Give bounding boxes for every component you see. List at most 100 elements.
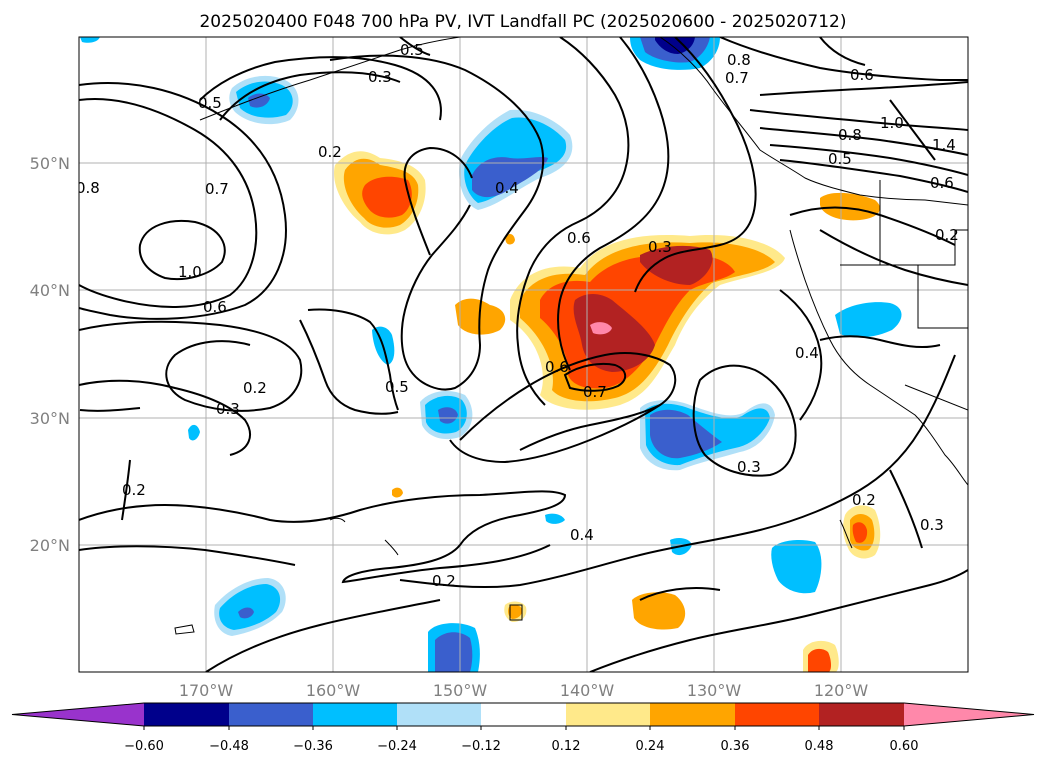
contour-label: 0.3 [216, 400, 240, 418]
contour-label: 1.0 [880, 114, 904, 132]
contour-label: 0.8 [76, 179, 100, 197]
contour-label: 0.7 [205, 180, 229, 198]
map-frame [78, 36, 969, 673]
colorbar-bin [735, 703, 819, 726]
positive-anomaly-region-e1c [852, 522, 868, 543]
colorbar-bin [144, 703, 229, 726]
lon-label: 160°W [306, 681, 361, 700]
pv-contours [79, 37, 968, 672]
lon-label: 140°W [560, 681, 615, 700]
negative-anomaly-region-s11 [188, 424, 200, 441]
positive-anomaly-region-048b [640, 245, 713, 285]
contour-label: 0.6 [930, 174, 954, 192]
contour-label: 0.2 [318, 143, 342, 161]
colorbar-extend-min [12, 703, 144, 726]
positive-anomaly-region-e2b [808, 648, 831, 672]
lat-label: 20°N [30, 536, 70, 555]
contour-label: 0.6 [545, 358, 569, 376]
contour-label: 0.3 [648, 238, 672, 256]
latitude-labels: 50°N 40°N 30°N 20°N [30, 154, 70, 555]
shaded-regions [80, 37, 902, 672]
colorbar-bin [819, 703, 904, 726]
positive-anomaly-region-060 [590, 322, 612, 335]
contour-label: 0.4 [570, 526, 594, 544]
contour-label: 0.4 [495, 179, 519, 197]
colorbar: −0.60 −0.48 −0.36 −0.24 −0.12 0.12 0.24 … [11, 702, 1035, 754]
contour-label: 0.8 [727, 51, 751, 69]
lon-label: 120°W [814, 681, 869, 700]
contour-label: 0.6 [203, 298, 227, 316]
map-panel: 0.5 0.3 0.5 0.2 0.7 0.8 1.0 0.6 0.2 0.3 … [76, 36, 969, 673]
negative-anomaly-region-s4c [438, 407, 458, 424]
colorbar-tick-label: −0.48 [209, 739, 249, 754]
positive-anomaly-region-e5 [505, 234, 515, 245]
lon-label: 170°W [179, 681, 234, 700]
colorbar-bin [229, 703, 313, 726]
colorbar-tick-label: 0.60 [890, 739, 919, 754]
contour-label: 0.4 [795, 344, 819, 362]
colorbar-bin [481, 703, 566, 726]
negative-anomaly-region-s13 [80, 37, 100, 43]
negative-anomaly-region-topc [655, 37, 695, 54]
contour-label: 0.5 [828, 150, 852, 168]
colorbar-extend-max [904, 703, 1034, 726]
colorbar-bin [566, 703, 650, 726]
colorbar-bin [650, 703, 735, 726]
colorbar-bin [397, 703, 481, 726]
colorbar-tick-label: 0.12 [552, 739, 581, 754]
positive-anomaly-region-s2 [632, 592, 686, 630]
contour-label: 0.2 [432, 572, 456, 590]
coastlines [174, 37, 968, 635]
colorbar-tick-label: 0.36 [721, 739, 750, 754]
contour-label: 0.2 [935, 226, 959, 244]
colorbar-tick-label: 0.24 [636, 739, 665, 754]
negative-anomaly-region-s6c [238, 607, 254, 619]
contour-label: 0.5 [198, 94, 222, 112]
negative-anomaly-region-s12 [545, 513, 565, 524]
figure-title: 2025020400 F048 700 hPa PV, IVT Landfall… [199, 12, 846, 32]
negative-anomaly-region-sec [650, 409, 722, 459]
contour-label: 1.0 [178, 263, 202, 281]
positive-anomaly-region-e4 [392, 487, 403, 498]
lon-label: 130°W [687, 681, 742, 700]
negative-anomaly-region-s5b [435, 632, 473, 672]
colorbar-ticks: −0.60 −0.48 −0.36 −0.24 −0.12 0.12 0.24 … [124, 739, 918, 754]
contour-label: 0.5 [400, 41, 424, 59]
contour-label: 0.5 [385, 378, 409, 396]
map-gridlines [79, 37, 968, 672]
contour-label: 0.3 [920, 516, 944, 534]
negative-anomaly-region-n1c [472, 157, 548, 198]
lat-label: 40°N [30, 281, 70, 300]
negative-anomaly-region-s9 [835, 302, 902, 338]
negative-anomaly-region-s6b [219, 584, 281, 630]
contour-label: 0.7 [583, 383, 607, 401]
negative-anomaly-region-s7 [771, 540, 822, 594]
positive-anomaly-region-e3 [820, 192, 880, 221]
colorbar-bin [313, 703, 397, 726]
positive-anomaly-region-s3b [508, 604, 523, 619]
positive-anomaly-region-nw-036 [362, 176, 412, 218]
lon-label: 150°W [433, 681, 488, 700]
contour-labels: 0.5 0.3 0.5 0.2 0.7 0.8 1.0 0.6 0.2 0.3 … [76, 41, 959, 590]
contour-label: 0.6 [850, 66, 874, 84]
colorbar-tick-label: −0.60 [124, 739, 164, 754]
colorbar-bins [11, 702, 1035, 730]
negative-anomaly-region-n2c [248, 93, 270, 108]
contour-label: 0.2 [122, 481, 146, 499]
lat-label: 50°N [30, 154, 70, 173]
contour-label: 0.7 [725, 69, 749, 87]
colorbar-tick-label: 0.48 [805, 739, 834, 754]
contour-label: 0.8 [838, 126, 862, 144]
colorbar-tick-label: −0.36 [293, 739, 333, 754]
contour-label: 0.3 [737, 458, 761, 476]
colorbar-tick-label: −0.24 [377, 739, 417, 754]
contour-label: 1.4 [932, 136, 956, 154]
lat-label: 30°N [30, 409, 70, 428]
contour-label: 0.6 [567, 229, 591, 247]
contour-label: 0.2 [852, 491, 876, 509]
contour-label: 0.2 [243, 379, 267, 397]
colorbar-tick-label: −0.12 [461, 739, 501, 754]
contour-label: 0.3 [368, 68, 392, 86]
longitude-labels: 170°W 160°W 150°W 140°W 130°W 120°W [179, 681, 869, 700]
